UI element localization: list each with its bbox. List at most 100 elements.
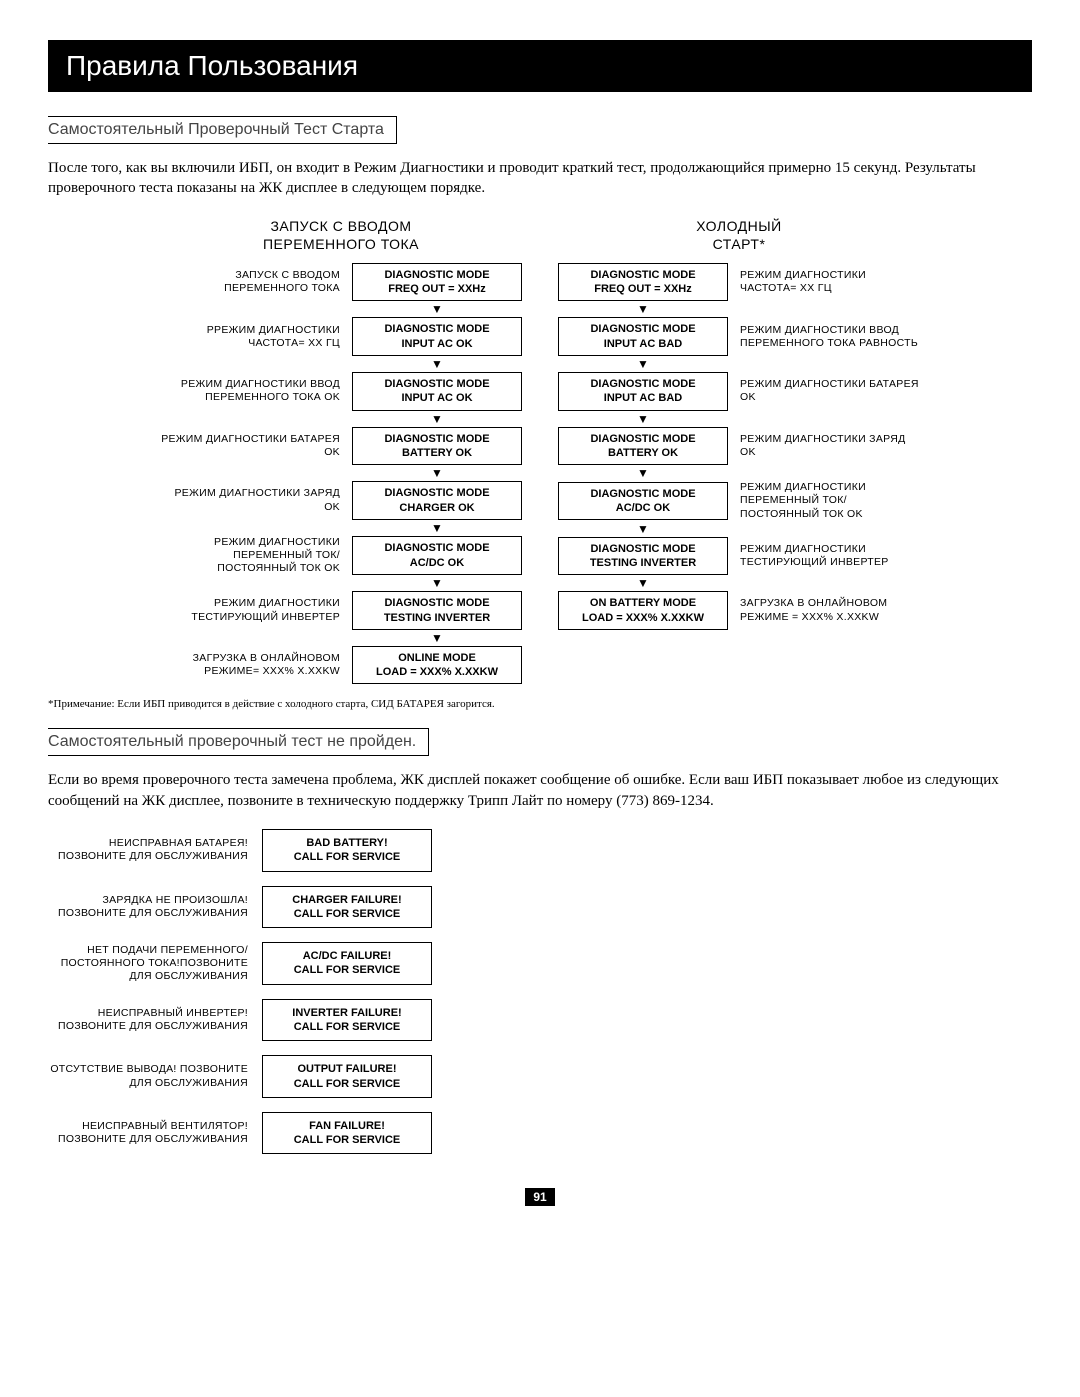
lcd-line1: DIAGNOSTIC MODE	[359, 377, 515, 391]
flow-step: DIAGNOSTIC MODEBATTERY OK РЕЖИМ ДИАГНОСТИ…	[558, 427, 920, 466]
lcd-display-box: DIAGNOSTIC MODEINPUT AC BAD	[558, 317, 728, 356]
flow-step: РЕЖИМ ДИАГНОСТИКИ ПЕРЕМЕННЫЙ ТОК/ПОСТОЯН…	[160, 536, 522, 575]
flow-arrow-row: ▼	[558, 411, 920, 427]
down-arrow-icon: ▼	[352, 632, 522, 644]
lcd-display-box: DIAGNOSTIC MODETESTING INVERTER	[352, 591, 522, 630]
step-side-label: РЕЖИМ ДИАГНОСТИКИ ПЕРЕМЕННЫЙ ТОК/ПОСТОЯН…	[740, 481, 920, 520]
left-col-title-l2: ПЕРЕМЕННОГО ТОКА	[263, 236, 419, 252]
flow-step: РРЕЖИМ ДИАГНОСТИКИ ЧАСТОТА= XX ГЦ DIAGNOS…	[160, 317, 522, 356]
lcd-display-box: ON BATTERY MODELOAD = XXX% X.XXKW	[558, 591, 728, 630]
down-arrow-icon: ▼	[558, 358, 728, 370]
lcd-display-box: DIAGNOSTIC MODEBATTERY OK	[558, 427, 728, 466]
flow-arrow-row: ▼	[558, 301, 920, 317]
flow-left-column: ЗАПУСК С ВВОДОМ ПЕРЕМЕННОГО ТОКА ЗАПУСК …	[160, 217, 522, 685]
page-header: Правила Пользования	[48, 40, 1032, 92]
failure-lcd-box: OUTPUT FAILURE!CALL FOR SERVICE	[262, 1055, 432, 1098]
lcd-display-box: DIAGNOSTIC MODEINPUT AC OK	[352, 317, 522, 356]
flow-step: РЕЖИМ ДИАГНОСТИКИ ВВОД ПЕРЕМЕННОГО ТОКА …	[160, 372, 522, 411]
failure-table: НЕИСПРАВНАЯ БАТАРЕЯ!ПОЗВОНИТЕ ДЛЯ ОБСЛУЖ…	[48, 829, 1032, 1155]
flow-arrow-row: ▼	[160, 630, 522, 646]
fail-line2: CALL FOR SERVICE	[269, 1077, 425, 1091]
section2-body: Если во время проверочного теста замечен…	[48, 770, 1032, 811]
failure-side-label: НЕИСПРАВНЫЙ ВЕНТИЛЯТОР!ПОЗВОНИТЕ ДЛЯ ОБС…	[48, 1120, 248, 1146]
failure-lcd-box: CHARGER FAILURE!CALL FOR SERVICE	[262, 886, 432, 929]
lcd-display-box: DIAGNOSTIC MODETESTING INVERTER	[558, 537, 728, 576]
fail-line2: CALL FOR SERVICE	[269, 1020, 425, 1034]
down-arrow-icon: ▼	[558, 467, 728, 479]
lcd-line2: FREQ OUT = XXHz	[565, 282, 721, 296]
step-side-label: РЕЖИМ ДИАГНОСТИКИ ТЕСТИРУЮЩИЙ ИНВЕРТЕР	[740, 543, 920, 569]
section1-body: После того, как вы включили ИБП, он вход…	[48, 158, 1032, 199]
failure-row: ОТСУТСТВИЕ ВЫВОДА! ПОЗВОНИТЕ ДЛЯ ОБСЛУЖИ…	[48, 1055, 1032, 1098]
lcd-line2: FREQ OUT = XXHz	[359, 282, 515, 296]
fail-line2: CALL FOR SERVICE	[269, 850, 425, 864]
failure-row: НЕИСПРАВНЫЙ ИНВЕРТЕР!ПОЗВОНИТЕ ДЛЯ ОБСЛУ…	[48, 999, 1032, 1042]
lcd-line2: TESTING INVERTER	[359, 611, 515, 625]
flow-arrow-row: ▼	[160, 301, 522, 317]
flow-step: DIAGNOSTIC MODEFREQ OUT = XXHzРЕЖИМ ДИАГ…	[558, 263, 920, 302]
flow-arrow-row: ▼	[558, 465, 920, 481]
lcd-line1: DIAGNOSTIC MODE	[359, 541, 515, 555]
flow-step: РЕЖИМ ДИАГНОСТИКИ ТЕСТИРУЮЩИЙ ИНВЕРТЕРDI…	[160, 591, 522, 630]
down-arrow-icon: ▼	[558, 303, 728, 315]
down-arrow-icon: ▼	[352, 303, 522, 315]
step-side-label: ЗАГРУЗКА В ОНЛАЙНОВОМ РЕЖИМЕ = XXX% X.XX…	[740, 597, 920, 623]
lcd-line2: INPUT AC OK	[359, 337, 515, 351]
lcd-display-box: DIAGNOSTIC MODEAC/DC OK	[352, 536, 522, 575]
step-side-label: ЗАПУСК С ВВОДОМ ПЕРЕМЕННОГО ТОКА	[160, 269, 340, 295]
failure-row: НЕТ ПОДАЧИ ПЕРЕМЕННОГО/ПОСТОЯННОГО ТОКА!…	[48, 942, 1032, 985]
footnote: *Примечание: Если ИБП приводится в дейст…	[48, 698, 1032, 710]
lcd-line2: TESTING INVERTER	[565, 556, 721, 570]
lcd-line1: DIAGNOSTIC MODE	[565, 322, 721, 336]
lcd-display-box: DIAGNOSTIC MODEINPUT AC BAD	[558, 372, 728, 411]
fail-line2: CALL FOR SERVICE	[269, 1133, 425, 1147]
flow-step: DIAGNOSTIC MODETESTING INVERTER РЕЖИМ ДИА…	[558, 537, 920, 576]
down-arrow-icon: ▼	[558, 577, 728, 589]
down-arrow-icon: ▼	[352, 467, 522, 479]
fail-line1: BAD BATTERY!	[269, 836, 425, 850]
lcd-line2: INPUT AC OK	[359, 391, 515, 405]
flow-step: ЗАПУСК С ВВОДОМ ПЕРЕМЕННОГО ТОКАDIAGNOST…	[160, 263, 522, 302]
lcd-line1: DIAGNOSTIC MODE	[565, 432, 721, 446]
lcd-line1: DIAGNOSTIC MODE	[359, 596, 515, 610]
down-arrow-icon: ▼	[352, 522, 522, 534]
flow-arrow-row: ▼	[558, 575, 920, 591]
flow-arrow-row: ▼	[558, 356, 920, 372]
failure-lcd-box: FAN FAILURE!CALL FOR SERVICE	[262, 1112, 432, 1155]
lcd-line1: DIAGNOSTIC MODE	[359, 486, 515, 500]
step-side-label: РЕЖИМ ДИАГНОСТИКИ ВВОД ПЕРЕМЕННОГО ТОКА …	[160, 378, 340, 404]
flow-step: РЕЖИМ ДИАГНОСТИКИ ЗАРЯД OK DIAGNOSTIC MOD…	[160, 481, 522, 520]
down-arrow-icon: ▼	[352, 413, 522, 425]
flow-arrow-row: ▼	[160, 520, 522, 536]
step-side-label: РЕЖИМ ДИАГНОСТИКИ ВВОД ПЕРЕМЕННОГО ТОКА …	[740, 324, 920, 350]
down-arrow-icon: ▼	[558, 413, 728, 425]
failure-side-label: НЕИСПРАВНЫЙ ИНВЕРТЕР!ПОЗВОНИТЕ ДЛЯ ОБСЛУ…	[48, 1007, 248, 1033]
fail-line1: INVERTER FAILURE!	[269, 1006, 425, 1020]
step-side-label: РЕЖИМ ДИАГНОСТИКИ ПЕРЕМЕННЫЙ ТОК/ПОСТОЯН…	[160, 536, 340, 575]
failure-row: ЗАРЯДКА НЕ ПРОИЗОШЛА!ПОЗВОНИТЕ ДЛЯ ОБСЛУ…	[48, 886, 1032, 929]
lcd-display-box: DIAGNOSTIC MODEBATTERY OK	[352, 427, 522, 466]
lcd-line1: DIAGNOSTIC MODE	[565, 487, 721, 501]
failure-row: НЕИСПРАВНЫЙ ВЕНТИЛЯТОР!ПОЗВОНИТЕ ДЛЯ ОБС…	[48, 1112, 1032, 1155]
flow-step: DIAGNOSTIC MODEINPUT AC BAD РЕЖИМ ДИАГНОС…	[558, 317, 920, 356]
step-side-label: РРЕЖИМ ДИАГНОСТИКИ ЧАСТОТА= XX ГЦ	[160, 324, 340, 350]
failure-lcd-box: BAD BATTERY!CALL FOR SERVICE	[262, 829, 432, 872]
step-side-label: ЗАГРУЗКА В ОНЛАЙНОВОМ РЕЖИМЕ= XXX% X.XXK…	[160, 652, 340, 678]
lcd-display-box: DIAGNOSTIC MODEAC/DC OK	[558, 482, 728, 521]
fail-line1: FAN FAILURE!	[269, 1119, 425, 1133]
flowchart-container: ЗАПУСК С ВВОДОМ ПЕРЕМЕННОГО ТОКА ЗАПУСК …	[48, 217, 1032, 685]
step-side-label: РЕЖИМ ДИАГНОСТИКИ ЗАРЯД OK	[740, 433, 920, 459]
lcd-line1: ON BATTERY MODE	[565, 596, 721, 610]
flow-step: ON BATTERY MODELOAD = XXX% X.XXKW ЗАГРУЗК…	[558, 591, 920, 630]
lcd-display-box: DIAGNOSTIC MODECHARGER OK	[352, 481, 522, 520]
fail-line1: CHARGER FAILURE!	[269, 893, 425, 907]
failure-lcd-box: AC/DC FAILURE!CALL FOR SERVICE	[262, 942, 432, 985]
right-column-title: ХОЛОДНЫЙ СТАРТ*	[696, 217, 781, 253]
lcd-line2: BATTERY OK	[359, 446, 515, 460]
lcd-line2: AC/DC OK	[565, 501, 721, 515]
step-side-label: РЕЖИМ ДИАГНОСТИКИ ЗАРЯД OK	[160, 487, 340, 513]
failure-side-label: НЕИСПРАВНАЯ БАТАРЕЯ!ПОЗВОНИТЕ ДЛЯ ОБСЛУЖ…	[48, 837, 248, 863]
failure-row: НЕИСПРАВНАЯ БАТАРЕЯ!ПОЗВОНИТЕ ДЛЯ ОБСЛУЖ…	[48, 829, 1032, 872]
lcd-line2: INPUT AC BAD	[565, 337, 721, 351]
lcd-line2: BATTERY OK	[565, 446, 721, 460]
